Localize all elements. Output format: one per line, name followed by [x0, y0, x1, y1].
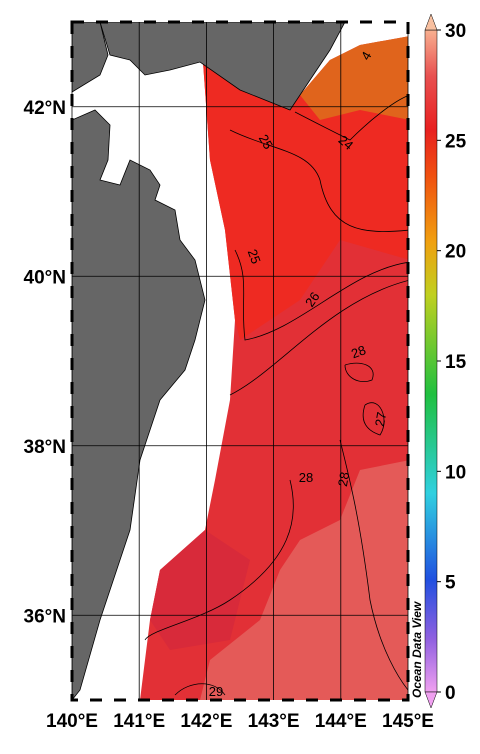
- colorbar-label: 15: [445, 352, 467, 373]
- lon-label: 143°E: [248, 711, 300, 732]
- lat-label: 38°N: [24, 437, 66, 458]
- frame: [70, 20, 410, 702]
- lon-label: 145°E: [382, 711, 434, 732]
- sst-warm: [203, 36, 408, 340]
- lon-label: 140°E: [46, 711, 98, 732]
- contour-label: 25: [256, 132, 276, 152]
- colorbar-label: 25: [445, 131, 467, 152]
- colorbar-label: 20: [445, 242, 466, 263]
- colorbar-end: [424, 13, 438, 31]
- contours: [144, 95, 408, 696]
- colorbar-label: 30: [445, 21, 466, 42]
- contour-label: 29: [209, 684, 223, 699]
- sst-cool: [300, 36, 408, 120]
- colorbar: [424, 29, 438, 693]
- contour-label: 28: [349, 342, 368, 361]
- lat-label: 42°N: [24, 98, 66, 119]
- colorbar-label: 5: [445, 573, 456, 594]
- contour-label: 28: [299, 470, 313, 485]
- lat-label: 40°N: [24, 267, 66, 288]
- lon-label: 144°E: [315, 711, 367, 732]
- colorbar-end: [424, 691, 438, 709]
- land: [72, 22, 109, 93]
- sst-mid: [150, 530, 250, 650]
- contour-label: 27: [372, 411, 389, 428]
- sst-hot: [200, 460, 408, 700]
- colorbar-label: 0: [445, 683, 456, 704]
- land: [99, 22, 346, 111]
- map-area: [72, 22, 408, 700]
- lon-label: 142°E: [180, 711, 232, 732]
- contour-label: 28: [335, 471, 352, 488]
- watermark: Ocean Data View: [410, 601, 424, 698]
- land: [72, 109, 206, 700]
- contour-label: 25: [245, 247, 264, 266]
- lat-label: 36°N: [24, 606, 66, 627]
- colorbar-label: 10: [445, 462, 466, 483]
- lon-label: 141°E: [113, 711, 165, 732]
- contour-label: 26: [302, 289, 323, 309]
